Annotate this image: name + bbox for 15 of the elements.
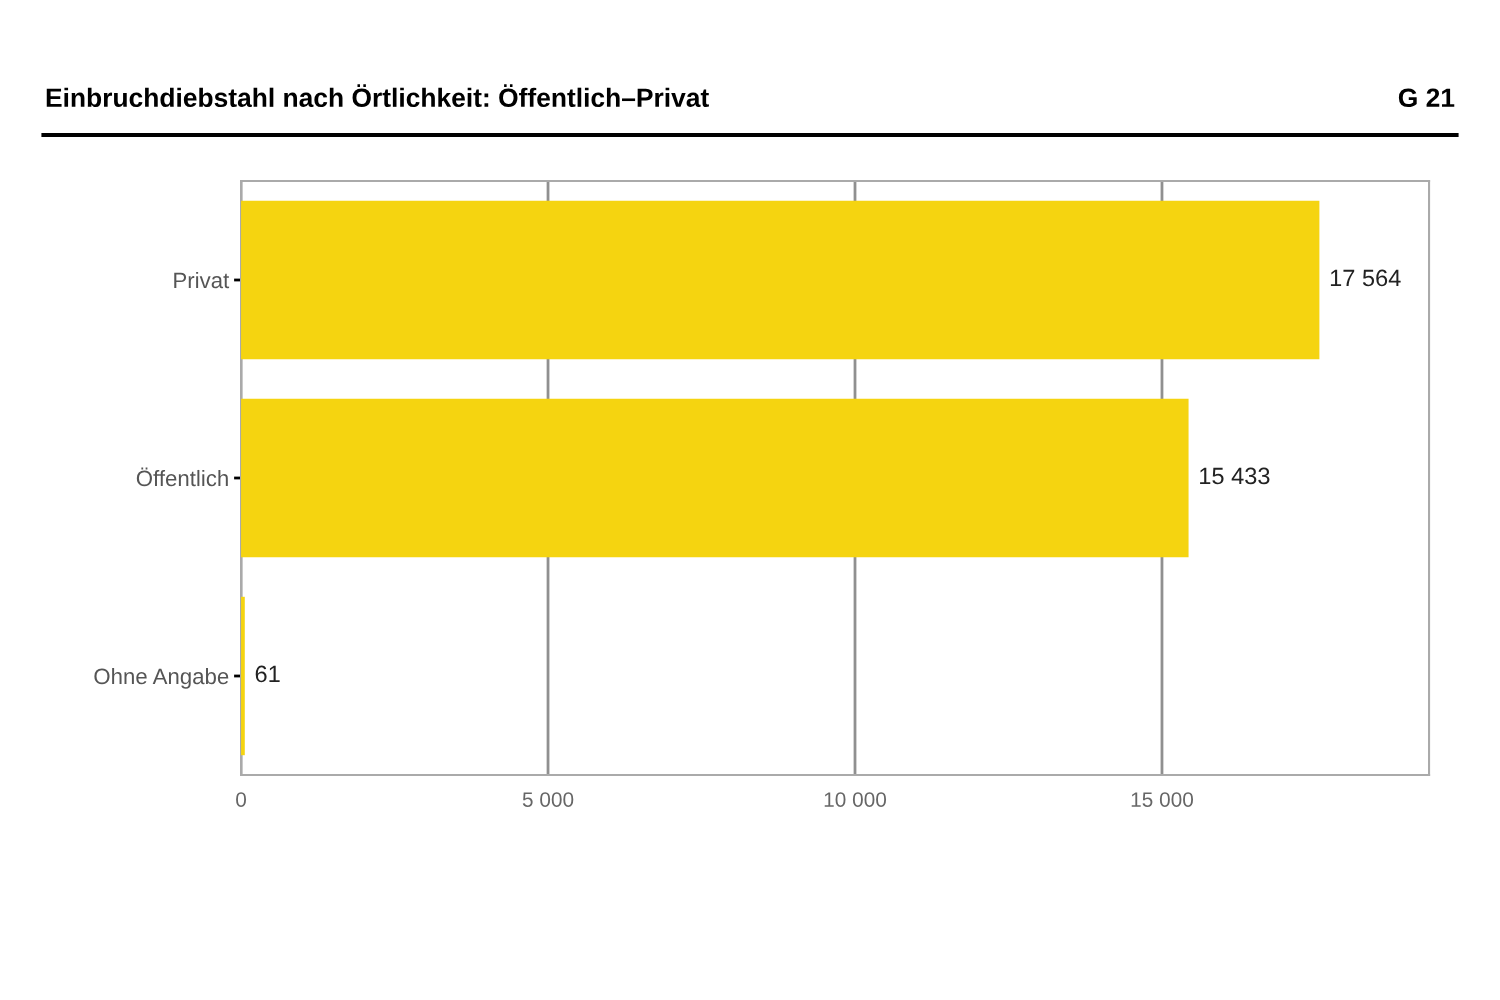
chart-title: Einbruchdiebstahl nach Örtlichkeit: Öffentlich–Privat — [46, 84, 709, 108]
y-tick-label: Privat — [174, 271, 230, 289]
bar — [241, 596, 245, 756]
bar — [241, 398, 1189, 558]
x-tick-label: 10 000 — [824, 792, 887, 807]
data-label: 61 — [255, 665, 280, 683]
x-tick-label: 5 000 — [522, 792, 574, 807]
data-label: 15 433 — [1200, 467, 1270, 485]
text: G 21 — [1398, 88, 1455, 108]
x-tick-label: 0 — [236, 792, 247, 807]
y-tick-label: Ohne Angabe — [94, 667, 229, 689]
y-tick-label: Öffentlich — [136, 467, 228, 487]
x-tick-label: 15 000 — [1131, 792, 1194, 807]
data-label: 17 564 — [1330, 269, 1401, 287]
bar — [241, 200, 1320, 360]
